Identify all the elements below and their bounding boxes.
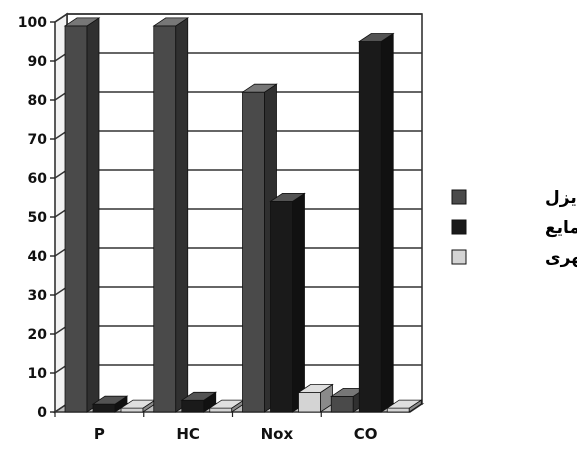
- bar-Nox-2: [269, 192, 306, 413]
- bar-CO-2: [357, 32, 395, 413]
- bar-P-1: [63, 17, 101, 413]
- y-axis-ticks: 0 10 20 30 40 50 60 70 80 90 100: [18, 15, 55, 421]
- legend-label: گاز مایع: [545, 217, 577, 238]
- x-tick-label-HC: HC: [176, 425, 200, 443]
- legend-swatch: [451, 249, 467, 265]
- legend-item-3: گاز شهری: [451, 247, 577, 268]
- y-tick-label-90: 90: [28, 54, 48, 70]
- y-tick-label-50: 50: [28, 210, 48, 226]
- y-tick-label-10: 10: [28, 366, 48, 382]
- y-tick-label-30: 30: [28, 288, 48, 304]
- x-tick-label-CO: CO: [354, 425, 378, 443]
- legend-swatch: [451, 219, 467, 235]
- legend: دیزل گاز مایع گاز شهری: [451, 188, 577, 268]
- y-tick-label-80: 80: [28, 93, 48, 109]
- y-tick-label-60: 60: [28, 171, 48, 187]
- y-tick-label-100: 100: [18, 15, 47, 31]
- legend-swatch: [451, 189, 467, 205]
- bar-Nox-3: [297, 383, 334, 413]
- bars: [63, 17, 423, 413]
- y-tick-label-40: 40: [28, 249, 48, 265]
- y-tick-label-70: 70: [28, 132, 48, 148]
- y-tick-label-0: 0: [37, 405, 47, 421]
- legend-label: دیزل: [545, 188, 577, 208]
- bar-HC-1: [152, 17, 190, 413]
- x-tick-label-P: P: [94, 425, 105, 443]
- x-tick-label-Nox: Nox: [261, 425, 294, 443]
- legend-item-2: گاز مایع: [451, 217, 577, 238]
- bar-P-2: [91, 395, 129, 413]
- x-axis-ticks: P HC Nox CO: [54, 412, 378, 443]
- y-tick-label-20: 20: [28, 327, 48, 343]
- legend-label: گاز شهری: [545, 247, 577, 268]
- legend-item-1: دیزل: [451, 188, 577, 208]
- gridline: [54, 13, 422, 23]
- bar-CO-3: [385, 399, 423, 413]
